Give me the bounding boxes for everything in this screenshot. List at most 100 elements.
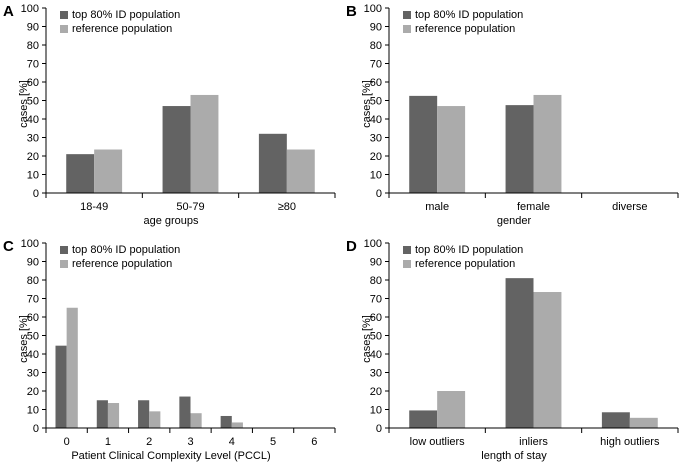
- bar-reference: [629, 417, 658, 428]
- y-tick-label: 70: [27, 59, 39, 71]
- chart-panel-a: A cases [%] 0 10 20 30 40 50 60 70 80 90 100 18-49 5…: [0, 0, 342, 233]
- x-tick-label: inliers: [519, 436, 548, 448]
- plot-area: 0 10 20 30 40 50 60 70 80 90 100 0 1 2 3 4 5 6: [21, 238, 336, 448]
- bar-reference: [66, 307, 78, 428]
- y-tick-label: 90: [370, 257, 382, 269]
- y-tick-label: 70: [27, 294, 39, 306]
- x-tick-label: 0: [64, 436, 70, 448]
- legend-item-top80: top 80% ID population: [403, 243, 523, 257]
- y-tick-label: 40: [370, 349, 382, 361]
- bar-reference: [533, 94, 562, 193]
- panel-letter: C: [3, 238, 14, 255]
- bar-top80: [601, 412, 630, 428]
- y-tick-label: 20: [27, 151, 39, 163]
- legend-item-top80: top 80% ID population: [403, 8, 523, 22]
- bar-reference: [107, 403, 120, 428]
- legend-label: reference population: [72, 23, 173, 35]
- y-tick-label: 0: [376, 188, 382, 200]
- y-tick-label: 0: [376, 423, 382, 435]
- y-tick-label: 100: [364, 238, 382, 250]
- panel-letter: A: [3, 3, 14, 20]
- x-tick-label: 6: [311, 436, 317, 448]
- bar-top80: [55, 345, 67, 428]
- y-tick-label: 50: [27, 331, 39, 343]
- legend-label: reference population: [72, 258, 173, 270]
- y-tick-label: 0: [33, 423, 39, 435]
- y-tick-label: 0: [33, 188, 39, 200]
- x-tick-label: low outliers: [410, 436, 466, 448]
- legend-label: top 80% ID population: [415, 244, 524, 256]
- legend: top 80% ID population reference populati…: [60, 243, 180, 271]
- y-tick-label: 60: [370, 77, 382, 89]
- bar-top80: [162, 106, 191, 193]
- y-tick-label: 20: [370, 386, 382, 398]
- legend-swatch-reference: [60, 260, 68, 268]
- y-tick-label: 40: [27, 114, 39, 126]
- x-tick-label: female: [517, 201, 550, 213]
- chart-panel-c: C cases [%] 0 10 20 30 40 50 60 70 80 90 100 0 1 2 3 4 5…: [0, 235, 342, 468]
- x-tick-label: 3: [187, 436, 193, 448]
- bar-reference: [94, 149, 123, 193]
- legend-swatch-reference: [403, 260, 411, 268]
- x-tick-label: 5: [270, 436, 276, 448]
- legend-item-reference: reference population: [403, 22, 523, 36]
- y-tick-label: 90: [27, 22, 39, 34]
- y-tick-label: 30: [370, 368, 382, 380]
- bar-top80: [220, 415, 232, 428]
- bar-top80: [409, 410, 438, 428]
- bar-reference: [190, 413, 202, 428]
- bar-reference: [190, 94, 219, 193]
- bar-top80: [66, 154, 95, 193]
- x-tick-label: ≥80: [278, 201, 296, 213]
- bar-top80: [96, 400, 108, 428]
- legend: top 80% ID population reference populati…: [403, 243, 523, 271]
- bar-reference: [231, 422, 243, 428]
- legend-swatch-top80: [60, 246, 68, 254]
- y-tick-label: 10: [370, 170, 382, 182]
- plot-area: 0 10 20 30 40 50 60 70 80 90 100 18-49 50-79 ≥80: [21, 3, 336, 213]
- y-tick-label: 60: [27, 312, 39, 324]
- y-tick-label: 80: [370, 275, 382, 287]
- x-tick-label: 18-49: [80, 201, 108, 213]
- x-tick-label: 50-79: [176, 201, 204, 213]
- y-tick-label: 40: [27, 349, 39, 361]
- bar-top80: [179, 396, 191, 428]
- y-tick-label: 90: [370, 22, 382, 34]
- bar-top80: [258, 133, 287, 193]
- panel-letter: D: [346, 238, 357, 255]
- bar-top80: [505, 105, 534, 193]
- chart-panel-d: D cases [%] 0 10 20 30 40 50 60 70 80 90 100 low ou…: [343, 235, 685, 468]
- y-tick-label: 100: [21, 3, 39, 15]
- bar-reference: [149, 411, 161, 428]
- x-axis-label: length of stay: [481, 450, 547, 462]
- x-tick-label: 4: [229, 436, 235, 448]
- legend-swatch-top80: [60, 11, 68, 19]
- y-tick-label: 40: [370, 114, 382, 126]
- panel-letter: B: [346, 3, 357, 20]
- y-tick-label: 50: [370, 331, 382, 343]
- y-tick-label: 20: [27, 386, 39, 398]
- legend-swatch-top80: [403, 246, 411, 254]
- y-tick-label: 30: [27, 368, 39, 380]
- legend-item-reference: reference population: [60, 22, 180, 36]
- legend-swatch-reference: [403, 25, 411, 33]
- x-tick-label: 1: [105, 436, 111, 448]
- y-tick-label: 60: [370, 312, 382, 324]
- legend-label: top 80% ID population: [72, 244, 181, 256]
- y-tick-label: 80: [27, 275, 39, 287]
- y-tick-label: 50: [27, 96, 39, 108]
- bar-reference: [286, 149, 315, 193]
- bar-top80: [505, 278, 534, 428]
- x-tick-label: diverse: [612, 201, 647, 213]
- x-axis-label: age groups: [143, 215, 199, 227]
- y-tick-label: 70: [370, 294, 382, 306]
- y-tick-label: 30: [370, 133, 382, 145]
- y-tick-label: 60: [27, 77, 39, 89]
- legend-label: top 80% ID population: [415, 9, 524, 21]
- x-tick-label: high outliers: [600, 436, 660, 448]
- y-tick-label: 80: [370, 40, 382, 52]
- y-tick-label: 10: [370, 405, 382, 417]
- y-tick-label: 10: [27, 170, 39, 182]
- x-axis-label: Patient Clinical Complexity Level (PCCL): [71, 450, 271, 462]
- y-tick-label: 70: [370, 59, 382, 71]
